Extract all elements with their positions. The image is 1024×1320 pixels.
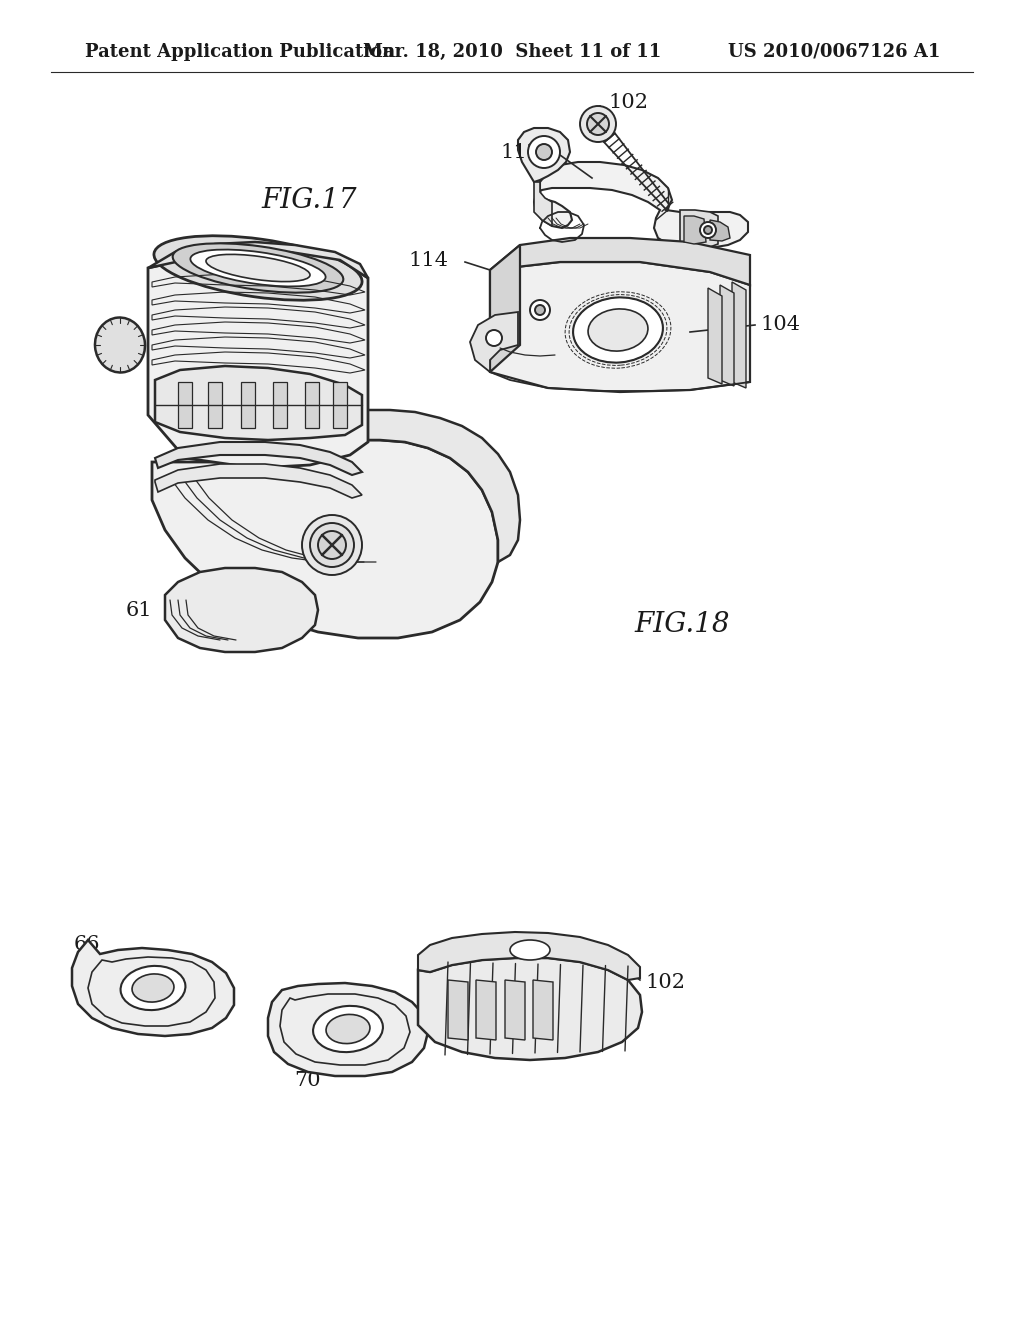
Polygon shape	[72, 940, 234, 1036]
Polygon shape	[178, 381, 193, 428]
Polygon shape	[710, 220, 730, 242]
Polygon shape	[449, 979, 468, 1040]
Polygon shape	[268, 983, 428, 1076]
Ellipse shape	[190, 249, 326, 286]
Text: Mar. 18, 2010  Sheet 11 of 11: Mar. 18, 2010 Sheet 11 of 11	[362, 44, 662, 61]
Text: 114: 114	[408, 251, 449, 269]
Circle shape	[587, 114, 609, 135]
Polygon shape	[418, 958, 642, 1060]
Polygon shape	[490, 246, 520, 372]
Ellipse shape	[588, 309, 648, 351]
Ellipse shape	[173, 243, 343, 293]
Circle shape	[302, 515, 362, 576]
Polygon shape	[165, 568, 318, 652]
Polygon shape	[708, 288, 722, 384]
Text: US 2010/0067126 A1: US 2010/0067126 A1	[728, 44, 940, 61]
Polygon shape	[505, 979, 525, 1040]
Text: FIG.17: FIG.17	[261, 187, 356, 214]
Circle shape	[705, 226, 712, 234]
Ellipse shape	[206, 255, 310, 281]
Polygon shape	[155, 442, 362, 475]
Text: 102: 102	[645, 973, 685, 991]
Ellipse shape	[95, 318, 145, 372]
Polygon shape	[732, 282, 746, 388]
Polygon shape	[534, 979, 553, 1040]
Ellipse shape	[132, 974, 174, 1002]
Polygon shape	[241, 381, 255, 428]
Text: 112: 112	[500, 143, 540, 161]
Polygon shape	[333, 381, 347, 428]
Polygon shape	[720, 285, 734, 385]
Polygon shape	[305, 381, 319, 428]
Polygon shape	[155, 366, 362, 440]
Polygon shape	[418, 932, 640, 979]
Polygon shape	[273, 381, 287, 428]
Polygon shape	[470, 312, 518, 372]
Ellipse shape	[313, 1006, 383, 1052]
Polygon shape	[684, 216, 706, 244]
Polygon shape	[476, 979, 496, 1040]
Text: 70: 70	[295, 1071, 322, 1089]
Circle shape	[318, 531, 346, 558]
Circle shape	[536, 144, 552, 160]
Circle shape	[530, 300, 550, 319]
Text: 61: 61	[125, 601, 152, 619]
Ellipse shape	[573, 297, 663, 363]
Polygon shape	[155, 465, 362, 498]
Polygon shape	[148, 252, 368, 469]
Ellipse shape	[510, 940, 550, 960]
Text: 104: 104	[760, 315, 800, 334]
Text: 66: 66	[74, 936, 100, 954]
Circle shape	[528, 136, 560, 168]
Polygon shape	[534, 162, 748, 248]
Polygon shape	[152, 412, 498, 638]
Polygon shape	[490, 238, 750, 285]
Polygon shape	[518, 128, 570, 182]
Polygon shape	[285, 411, 520, 562]
Text: FIG.18: FIG.18	[635, 611, 730, 638]
Ellipse shape	[121, 966, 185, 1010]
Circle shape	[310, 523, 354, 568]
Ellipse shape	[154, 236, 362, 300]
Polygon shape	[208, 381, 222, 428]
Polygon shape	[148, 242, 368, 279]
Ellipse shape	[326, 1015, 370, 1044]
Polygon shape	[490, 261, 750, 392]
Circle shape	[580, 106, 616, 143]
Circle shape	[486, 330, 502, 346]
Circle shape	[700, 222, 716, 238]
Text: 102: 102	[608, 92, 648, 111]
Polygon shape	[534, 182, 552, 226]
Circle shape	[535, 305, 545, 315]
Polygon shape	[680, 210, 718, 248]
Text: Patent Application Publication: Patent Application Publication	[85, 44, 395, 61]
